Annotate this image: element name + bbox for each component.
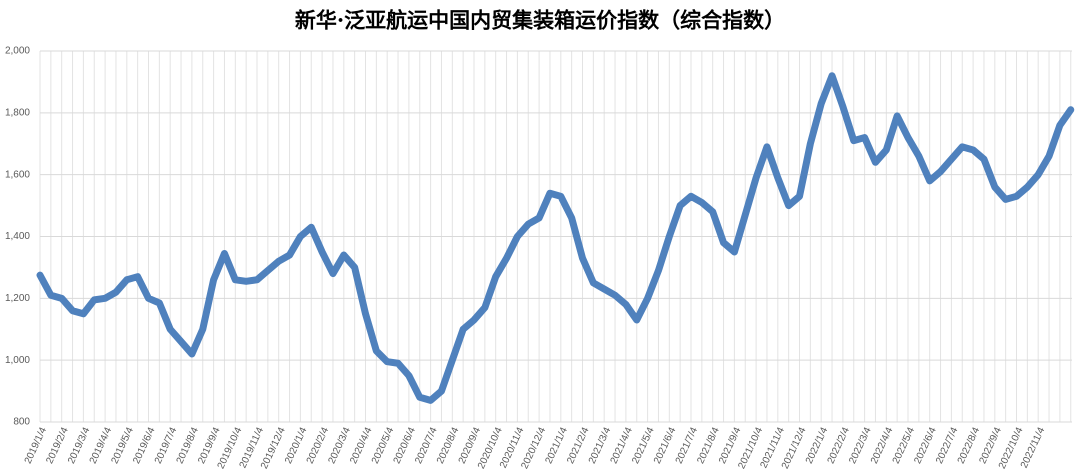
y-tick-label: 1,800 [5, 107, 30, 118]
y-tick-label: 1,200 [5, 293, 30, 304]
y-tick-label: 1,000 [5, 355, 30, 366]
data-line [36, 72, 1075, 404]
y-tick-label: 800 [13, 417, 30, 428]
y-tick-label: 2,000 [5, 46, 30, 57]
y-tick-label: 1,400 [5, 231, 30, 242]
y-tick-label: 1,600 [5, 169, 30, 180]
chart-title: 新华·泛亚航运中国内贸集装箱运价指数（综合指数） [295, 8, 785, 33]
